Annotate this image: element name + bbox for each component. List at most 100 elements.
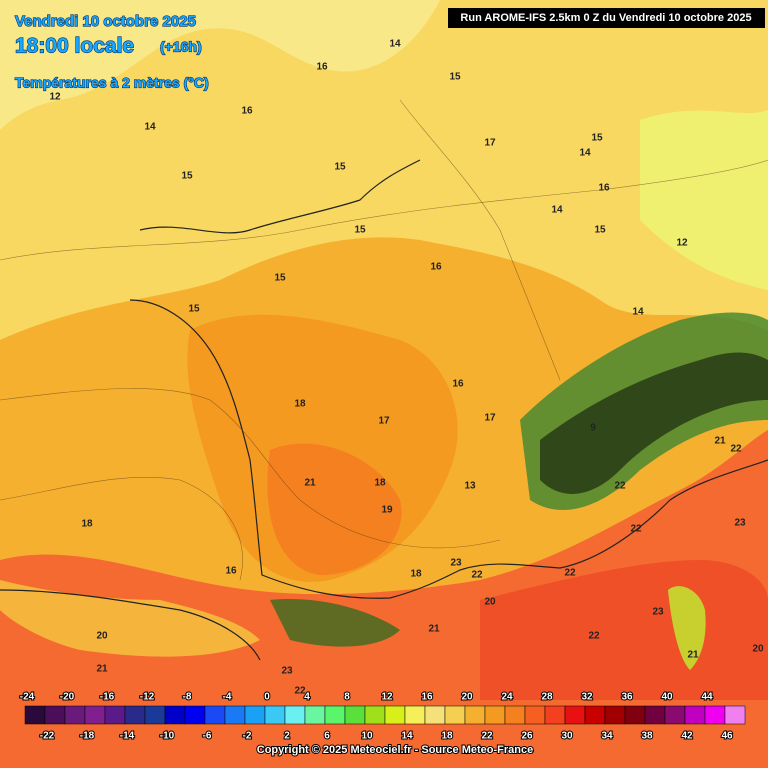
legend-swatch xyxy=(24,705,46,725)
temperature-label: 14 xyxy=(551,205,563,216)
legend-label: 36 xyxy=(621,692,633,703)
temperature-label: 22 xyxy=(564,568,576,579)
temperature-label: 15 xyxy=(594,225,606,236)
temperature-label: 16 xyxy=(598,183,610,194)
legend-label: 24 xyxy=(501,692,513,703)
legend-swatch xyxy=(604,705,626,725)
temperature-label: 15 xyxy=(188,304,200,315)
legend-label: 18 xyxy=(441,731,453,742)
temperature-label: 18 xyxy=(294,399,306,410)
temperature-label: 17 xyxy=(484,138,496,149)
legend-label: 34 xyxy=(601,731,613,742)
temperature-label: 22 xyxy=(294,686,306,697)
legend-swatch xyxy=(484,705,506,725)
legend-label: -20 xyxy=(60,692,75,703)
legend-swatch xyxy=(184,705,206,725)
legend-label: 4 xyxy=(304,692,310,703)
temperature-label: 22 xyxy=(730,444,742,455)
legend-swatch xyxy=(564,705,586,725)
legend-swatch xyxy=(664,705,686,725)
temperature-label: 23 xyxy=(652,607,664,618)
legend-swatch xyxy=(164,705,186,725)
legend-swatch xyxy=(84,705,106,725)
legend-swatch xyxy=(644,705,666,725)
legend-swatch xyxy=(284,705,306,725)
legend-swatch xyxy=(524,705,546,725)
legend-label: 16 xyxy=(421,692,433,703)
legend-swatch xyxy=(724,705,746,725)
legend-swatch xyxy=(264,705,286,725)
temperature-label: 18 xyxy=(81,519,93,530)
temperature-label: 20 xyxy=(752,644,764,655)
legend-swatch xyxy=(364,705,386,725)
legend-swatch xyxy=(224,705,246,725)
temperature-label: 18 xyxy=(374,478,386,489)
copyright: Copyright © 2025 Meteociel.fr - Source M… xyxy=(257,744,533,756)
temperature-label: 21 xyxy=(304,478,316,489)
legend-swatch xyxy=(204,705,226,725)
legend-label: 10 xyxy=(361,731,373,742)
temperature-label: 16 xyxy=(316,62,328,73)
legend-label: -8 xyxy=(183,692,192,703)
temperature-label: 21 xyxy=(96,664,108,675)
temperature-label: 14 xyxy=(144,122,156,133)
legend-swatch xyxy=(544,705,566,725)
date: Vendredi 10 octobre 2025 xyxy=(15,13,196,30)
temperature-label: 22 xyxy=(588,631,600,642)
temperature-label: 16 xyxy=(241,106,253,117)
temperature-label: 16 xyxy=(430,262,442,273)
temperature-label: 22 xyxy=(630,524,642,535)
legend-swatch xyxy=(104,705,126,725)
legend-swatch xyxy=(584,705,606,725)
legend-label: -10 xyxy=(160,731,175,742)
temperature-label: 15 xyxy=(274,273,286,284)
legend-swatch xyxy=(504,705,526,725)
legend-swatch xyxy=(684,705,706,725)
temperature-label: 22 xyxy=(614,481,626,492)
run-box xyxy=(448,8,765,28)
legend-label: 20 xyxy=(461,692,473,703)
temperature-label: 20 xyxy=(484,597,496,608)
temperature-label: 18 xyxy=(410,569,422,580)
lead-time: (+16h) xyxy=(160,39,202,55)
temperature-label: 23 xyxy=(281,666,293,677)
temperature-label: 21 xyxy=(687,650,699,661)
temperature-label: 21 xyxy=(714,436,726,447)
legend-label: -14 xyxy=(120,731,135,742)
temperature-label: 12 xyxy=(49,92,61,103)
temperature-label: 15 xyxy=(591,133,603,144)
run-info: Run AROME-IFS 2.5km 0 Z du Vendredi 10 o… xyxy=(460,12,751,24)
legend-swatch xyxy=(304,705,326,725)
temperature-label: 21 xyxy=(428,624,440,635)
legend-swatch xyxy=(64,705,86,725)
temperature-label: 14 xyxy=(389,39,401,50)
legend-label: -22 xyxy=(40,731,55,742)
legend-label: 42 xyxy=(681,731,693,742)
legend-swatch xyxy=(344,705,366,725)
legend-label: -24 xyxy=(20,692,35,703)
legend-swatch xyxy=(244,705,266,725)
time: 18:00 locale xyxy=(15,35,134,58)
legend-swatch xyxy=(704,705,726,725)
legend-label: 40 xyxy=(661,692,673,703)
legend-swatch xyxy=(44,705,66,725)
legend-label: 22 xyxy=(481,731,493,742)
legend-swatch xyxy=(324,705,346,725)
temperature-label: 13 xyxy=(464,481,476,492)
temperature-label: 23 xyxy=(450,558,462,569)
field-name: Températures à 2 mètres (°C) xyxy=(15,75,209,91)
temperature-label: 19 xyxy=(381,505,393,516)
temperature-label: 16 xyxy=(452,379,464,390)
temperature-label: 12 xyxy=(676,238,688,249)
legend-label: 8 xyxy=(344,692,350,703)
legend-label: 38 xyxy=(641,731,653,742)
legend-swatch xyxy=(424,705,446,725)
temperature-label: 16 xyxy=(225,566,237,577)
legend-label: 46 xyxy=(721,731,733,742)
legend-swatch xyxy=(444,705,466,725)
legend: -24 -20 -16 -12 -8 -4 0 4 8 12 16 20 24 28 32 36 40 44-22… xyxy=(19,691,746,743)
temperature-label: 15 xyxy=(354,225,366,236)
legend-label: -16 xyxy=(100,692,115,703)
